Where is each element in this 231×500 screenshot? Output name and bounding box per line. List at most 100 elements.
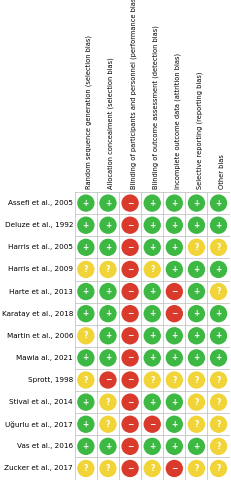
Text: +: + [149, 442, 155, 451]
Text: +: + [83, 198, 89, 207]
Circle shape [211, 218, 227, 233]
Text: +: + [149, 287, 155, 296]
Circle shape [78, 328, 94, 344]
Circle shape [188, 306, 204, 322]
Circle shape [211, 262, 227, 278]
Circle shape [122, 240, 138, 256]
Text: Selective reporting (reporting bias): Selective reporting (reporting bias) [196, 71, 203, 188]
Circle shape [166, 284, 182, 300]
Text: Zucker et al., 2017: Zucker et al., 2017 [4, 466, 73, 471]
Text: ?: ? [194, 398, 199, 406]
Text: −: − [171, 287, 177, 296]
Text: ?: ? [150, 464, 154, 473]
Text: −: − [127, 354, 133, 362]
Circle shape [122, 284, 138, 300]
Text: ?: ? [84, 265, 88, 274]
Circle shape [188, 218, 204, 233]
Text: −: − [149, 420, 155, 428]
Text: ?: ? [106, 464, 110, 473]
Circle shape [211, 328, 227, 344]
Circle shape [144, 284, 160, 300]
Text: +: + [105, 198, 111, 207]
Text: Martin et al., 2006: Martin et al., 2006 [6, 333, 73, 339]
Circle shape [211, 306, 227, 322]
Text: +: + [149, 309, 155, 318]
Circle shape [100, 394, 116, 410]
Circle shape [100, 262, 116, 278]
Text: +: + [83, 287, 89, 296]
Circle shape [144, 416, 160, 432]
Circle shape [78, 372, 94, 388]
Text: −: − [127, 398, 133, 406]
Text: ?: ? [194, 464, 199, 473]
Circle shape [122, 262, 138, 278]
Text: ?: ? [106, 398, 110, 406]
Text: Harris et al., 2009: Harris et al., 2009 [8, 266, 73, 272]
Text: ?: ? [216, 420, 221, 428]
Text: +: + [149, 220, 155, 230]
Circle shape [211, 460, 227, 476]
Circle shape [144, 195, 160, 211]
Circle shape [78, 394, 94, 410]
Text: +: + [149, 243, 155, 252]
Text: −: − [127, 265, 133, 274]
Text: +: + [105, 332, 111, 340]
Text: +: + [149, 198, 155, 207]
Text: −: − [127, 376, 133, 384]
Circle shape [78, 284, 94, 300]
Circle shape [188, 328, 204, 344]
Text: +: + [216, 354, 222, 362]
Circle shape [166, 262, 182, 278]
Text: ?: ? [84, 332, 88, 340]
Text: +: + [105, 243, 111, 252]
Circle shape [188, 394, 204, 410]
Text: −: − [127, 420, 133, 428]
Text: −: − [127, 243, 133, 252]
Circle shape [78, 240, 94, 256]
Text: ?: ? [194, 243, 199, 252]
Circle shape [78, 350, 94, 366]
Circle shape [122, 460, 138, 476]
Text: Vas et al., 2016: Vas et al., 2016 [17, 444, 73, 450]
Circle shape [144, 262, 160, 278]
Text: +: + [149, 354, 155, 362]
Circle shape [211, 416, 227, 432]
Text: +: + [216, 265, 222, 274]
Circle shape [100, 328, 116, 344]
Circle shape [144, 306, 160, 322]
Circle shape [211, 350, 227, 366]
Circle shape [100, 195, 116, 211]
Circle shape [188, 460, 204, 476]
Text: +: + [83, 398, 89, 406]
Text: +: + [193, 309, 200, 318]
Text: −: − [127, 287, 133, 296]
Circle shape [78, 306, 94, 322]
Text: −: − [171, 464, 177, 473]
Text: +: + [171, 420, 177, 428]
Circle shape [166, 372, 182, 388]
Text: Karatay et al., 2018: Karatay et al., 2018 [2, 310, 73, 316]
Text: +: + [105, 309, 111, 318]
Circle shape [78, 195, 94, 211]
Text: Incomplete outcome data (attrition bias): Incomplete outcome data (attrition bias) [174, 52, 181, 188]
Circle shape [122, 372, 138, 388]
Text: +: + [216, 332, 222, 340]
Circle shape [78, 218, 94, 233]
Text: +: + [193, 198, 200, 207]
Circle shape [166, 460, 182, 476]
Text: −: − [127, 309, 133, 318]
Text: +: + [83, 354, 89, 362]
Text: +: + [171, 198, 177, 207]
Circle shape [188, 416, 204, 432]
Text: −: − [127, 220, 133, 230]
Circle shape [100, 350, 116, 366]
Text: +: + [83, 442, 89, 451]
Text: Stival et al., 2014: Stival et al., 2014 [9, 399, 73, 405]
Circle shape [78, 262, 94, 278]
Circle shape [100, 438, 116, 454]
Circle shape [100, 372, 116, 388]
Circle shape [122, 328, 138, 344]
Text: +: + [105, 354, 111, 362]
Text: +: + [193, 442, 200, 451]
Text: +: + [193, 287, 200, 296]
